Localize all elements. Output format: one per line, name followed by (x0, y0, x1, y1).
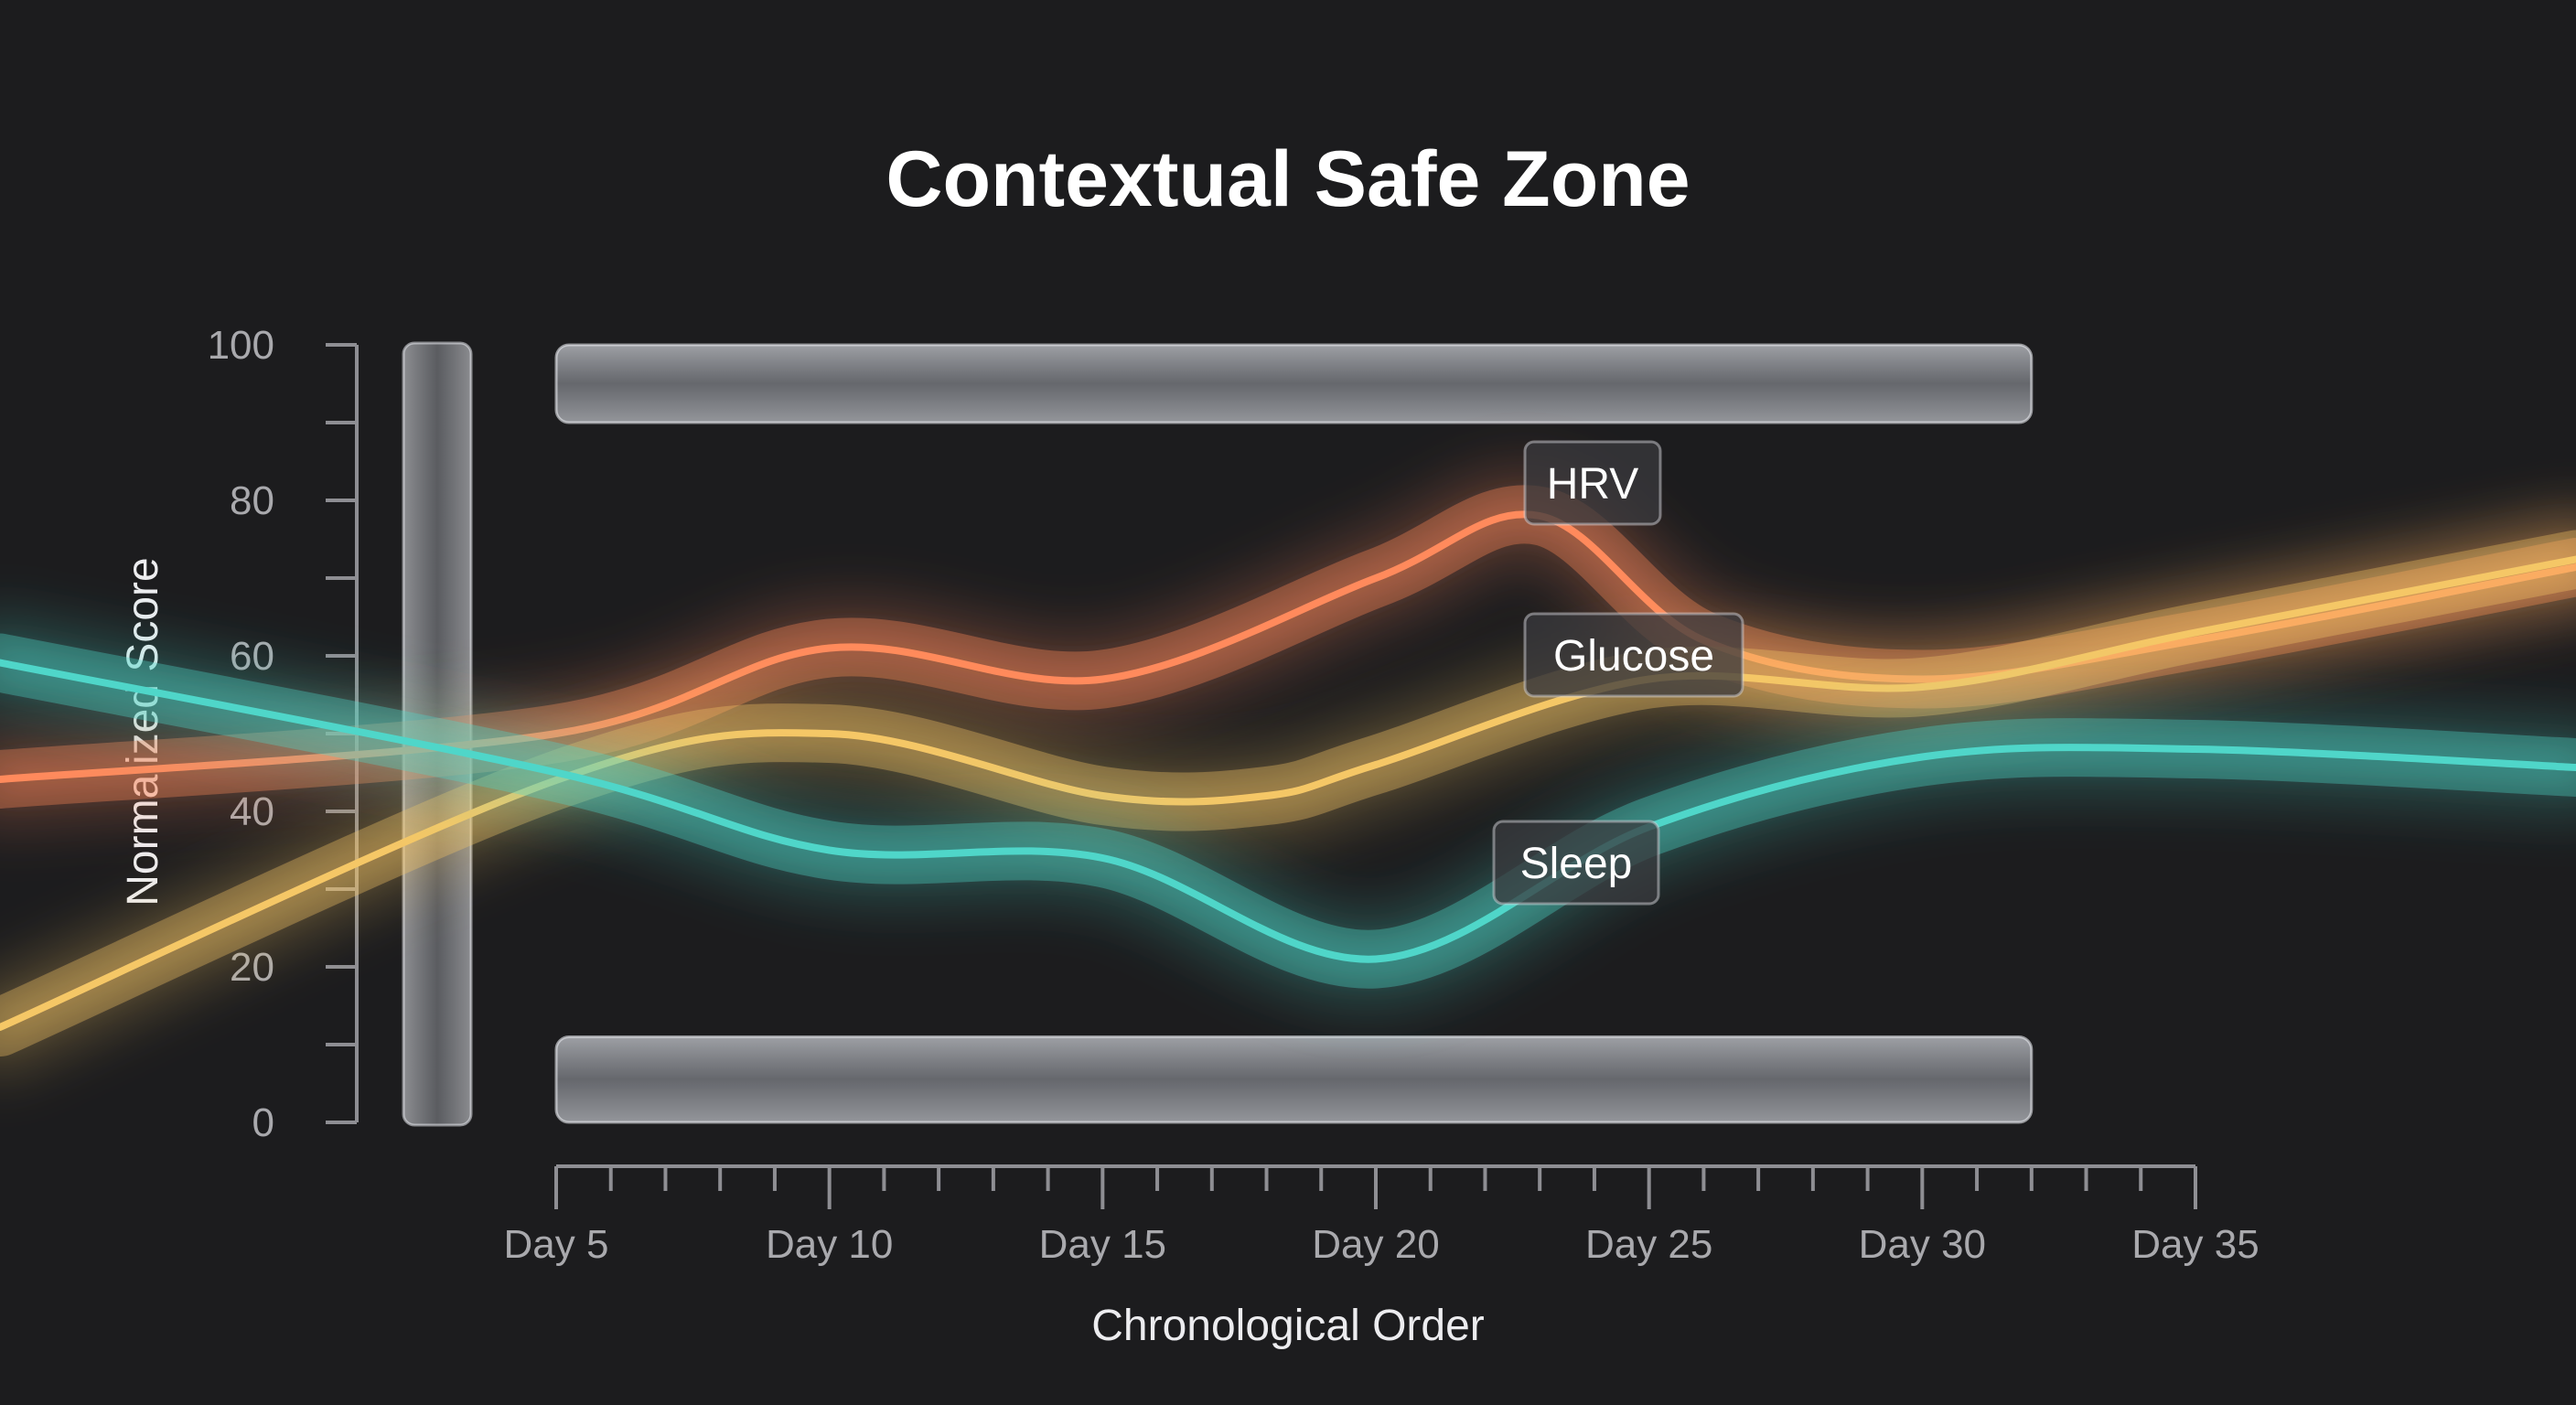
x-tick-label: Day 10 (766, 1222, 893, 1267)
series-label-glucose: Glucose (1523, 612, 1744, 698)
safe-zone-bands (554, 343, 2034, 1124)
x-tick-label: Day 25 (1585, 1222, 1712, 1267)
series-sleep (0, 612, 2576, 1010)
y-tick-label: 100 (208, 323, 274, 368)
x-tick-label: Day 20 (1312, 1222, 1439, 1267)
y-tick-label: 0 (252, 1100, 274, 1145)
series-label-box (1523, 612, 1744, 698)
series-label-text: HRV (1547, 460, 1638, 509)
series-label-hrv: HRV (1523, 440, 1662, 526)
x-tick-label: Day 30 (1859, 1222, 1986, 1267)
series-sleep-line (0, 659, 2576, 963)
x-tick-label: Day 15 (1039, 1222, 1166, 1267)
x-axis: Day 5 Day 10 Day 15 Day 20 Day 25 Day 30 Day 3… (504, 1164, 2259, 1267)
x-tick-label: Day 5 (504, 1222, 609, 1267)
y-tick-label: 80 (230, 478, 274, 523)
series-label-sleep: Sleep (1492, 820, 1660, 906)
lower-safe-band (554, 1035, 2034, 1124)
upper-safe-band (554, 343, 2034, 424)
x-tick-label: Day 35 (2131, 1222, 2259, 1267)
series-labels: HRV Glucose Sleep (1492, 440, 1744, 906)
x-axis-label: Chronological Order (1091, 1302, 1485, 1350)
series-label-box (1523, 440, 1662, 526)
series-layer (0, 464, 2576, 1078)
series-label-text: Sleep (1520, 840, 1633, 888)
series-label-box (1492, 820, 1660, 906)
series-label-text: Glucose (1553, 632, 1714, 681)
chart-title: Contextual Safe Zone (886, 135, 1690, 223)
